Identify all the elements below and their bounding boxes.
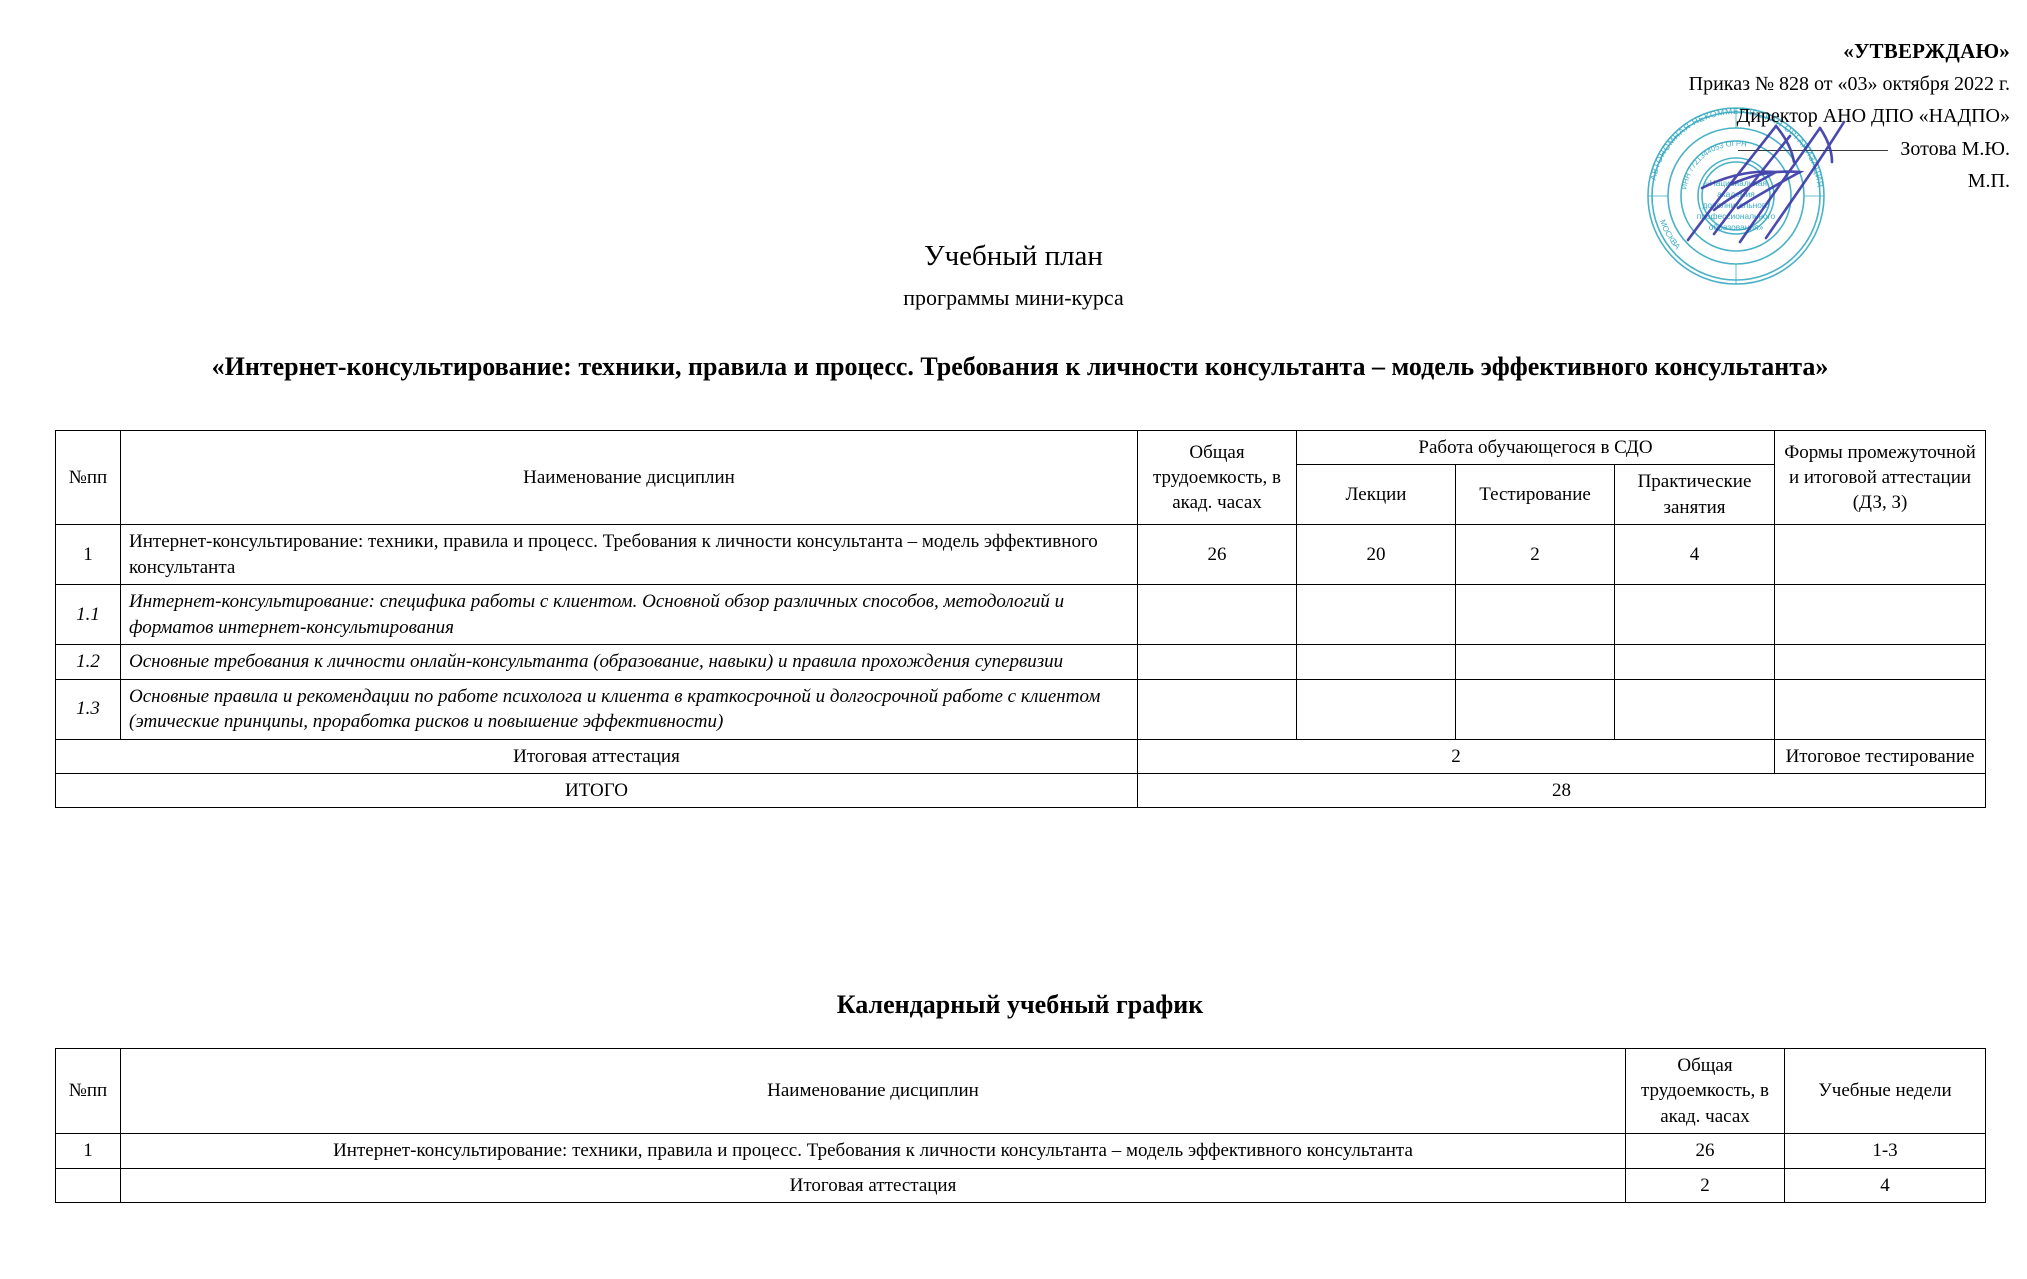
row-practice: 4 <box>1613 524 1776 586</box>
row-number: 1.2 <box>55 644 121 680</box>
total-hours: 28 <box>1136 772 1987 809</box>
row-number: 1.1 <box>55 584 121 646</box>
signature-rule <box>1738 149 1889 151</box>
row-lectures: 20 <box>1296 524 1456 586</box>
header-attestation-forms: Формы промежуточной и итоговой аттестаци… <box>1774 429 1987 526</box>
row-testing: 2 <box>1455 524 1615 586</box>
row-forms <box>1774 644 1987 680</box>
approval-title: «УТВЕРЖДАЮ» <box>1843 39 2010 63</box>
row-practice <box>1613 584 1776 646</box>
row-weeks: 1-3 <box>1784 1133 1986 1169</box>
table-subheader-row: Лекции Тестирование Практические занятия <box>56 464 1986 526</box>
svg-text:профессионального: профессионального <box>1697 211 1776 221</box>
approval-signer-name: Зотова М.Ю. <box>1900 137 2010 160</box>
row-discipline: Итоговая аттестация <box>120 1167 1626 1204</box>
row-forms <box>1774 524 1987 586</box>
row-total <box>1137 584 1297 646</box>
table-header-row: №пп Наименование дисциплин Общая трудоем… <box>55 1047 1986 1135</box>
row-testing <box>1455 584 1615 646</box>
approval-block: «УТВЕРЖДАЮ» Приказ № 828 от «03» октября… <box>1590 34 2010 198</box>
calendar-schedule-table: №пп Наименование дисциплин Общая трудоем… <box>55 1047 1986 1204</box>
approval-seal-mark: М.П. <box>1967 170 2010 193</box>
table-row: 1.2 Основные требования к личности онлай… <box>55 644 1987 680</box>
row-discipline: Интернет-консультирование: техники, прав… <box>120 524 1138 586</box>
row-discipline: Интернет-консультирование: техники, прав… <box>120 1133 1626 1169</box>
row-lectures <box>1296 584 1456 646</box>
row-testing <box>1455 644 1615 680</box>
table-row: 1 Интернет-консультирование: техники, пр… <box>55 1133 1986 1169</box>
program-name: «Интернет-консультирование: техники, пра… <box>211 352 1829 381</box>
row-forms <box>1774 678 1987 740</box>
row-total: 26 <box>1137 524 1297 586</box>
row-testing <box>1455 678 1615 740</box>
header-sdo-group: Работа обучающегося в СДО <box>1295 429 1776 466</box>
final-attestation-label: Итоговая аттестация <box>55 738 1138 774</box>
total-label: ИТОГО <box>55 772 1138 809</box>
curriculum-plan-table: №пп Наименование дисциплин Общая трудоем… <box>55 429 1987 809</box>
section-heading-calendar: Календарный учебный график <box>836 990 1204 1019</box>
row-discipline: Интернет-консультирование: специфика раб… <box>120 584 1138 646</box>
row-total <box>1137 678 1297 740</box>
row-total: 26 <box>1625 1133 1785 1169</box>
page-title: Учебный план <box>924 240 1103 272</box>
svg-text:образования»: образования» <box>1709 222 1764 232</box>
header-total-load: Общая трудоемкость, в акад. часах <box>1625 1047 1785 1135</box>
header-discipline: Наименование дисциплин <box>120 429 1138 526</box>
table-row: 1.1 Интернет-консультирование: специфика… <box>55 584 1987 646</box>
header-weeks: Учебные недели <box>1784 1047 1986 1135</box>
row-number: 1 <box>55 524 121 586</box>
approval-signature-row: Зотова М.Ю. <box>1590 133 2010 165</box>
approval-director-line: Директор АНО ДПО «НАДПО» <box>1736 105 2010 128</box>
table-row: Итоговая аттестация 2 4 <box>55 1167 1986 1204</box>
header-discipline: Наименование дисциплин <box>120 1047 1626 1135</box>
total-row: ИТОГО 28 <box>55 772 1987 809</box>
row-number: 1.3 <box>55 678 121 740</box>
page-subtitle: программы мини-курса <box>903 285 1124 310</box>
row-practice <box>1613 678 1776 740</box>
header-total-load: Общая трудоемкость, в акад. часах <box>1137 429 1297 526</box>
row-total: 2 <box>1625 1167 1785 1204</box>
header-practice: Практические занятия <box>1613 464 1776 526</box>
final-attestation-hours: 2 <box>1136 738 1776 774</box>
row-practice <box>1613 644 1776 680</box>
approval-order-line: Приказ № 828 от «03» октября 2022 г. <box>1688 73 2010 96</box>
row-number <box>55 1167 121 1204</box>
row-number: 1 <box>55 1133 121 1169</box>
row-discipline: Основные требования к личности онлайн-ко… <box>120 644 1138 680</box>
final-attestation-row: Итоговая аттестация 2 Итоговое тестирова… <box>55 738 1987 774</box>
header-testing: Тестирование <box>1455 464 1615 526</box>
header-num: №пп <box>55 429 121 526</box>
row-total <box>1137 644 1297 680</box>
table-header-row: №пп Наименование дисциплин Общая трудоем… <box>55 429 1987 526</box>
header-num: №пп <box>55 1047 121 1135</box>
table-row: 1.3 Основные правила и рекомендации по р… <box>55 678 1987 740</box>
row-forms <box>1774 584 1987 646</box>
final-attestation-form: Итоговое тестирование <box>1774 738 1987 774</box>
row-lectures <box>1296 678 1456 740</box>
row-weeks: 4 <box>1784 1167 1986 1204</box>
row-discipline: Основные правила и рекомендации по работ… <box>120 678 1138 740</box>
header-lectures: Лекции <box>1296 464 1456 526</box>
svg-text:дополнительного: дополнительного <box>1703 200 1770 210</box>
table-row: 1 Интернет-консультирование: техники, пр… <box>55 524 1987 586</box>
row-lectures <box>1296 644 1456 680</box>
